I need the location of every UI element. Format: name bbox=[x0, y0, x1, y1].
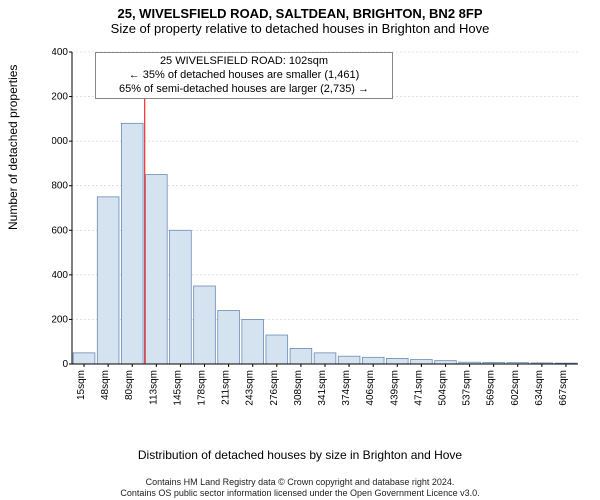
svg-text:243sqm: 243sqm bbox=[245, 370, 256, 406]
svg-text:200: 200 bbox=[52, 314, 68, 325]
svg-text:406sqm: 406sqm bbox=[365, 370, 376, 406]
property-info-box: 25 WIVELSFIELD ROAD: 102sqm ← 35% of det… bbox=[95, 52, 393, 99]
svg-text:211sqm: 211sqm bbox=[221, 370, 232, 405]
svg-text:1200: 1200 bbox=[52, 92, 68, 103]
x-axis-label: Distribution of detached houses by size … bbox=[0, 448, 600, 462]
svg-text:800: 800 bbox=[52, 181, 68, 192]
svg-text:471sqm: 471sqm bbox=[413, 370, 424, 406]
svg-text:15sqm: 15sqm bbox=[76, 370, 87, 400]
svg-text:80sqm: 80sqm bbox=[124, 370, 135, 400]
chart-title-main: 25, WIVELSFIELD ROAD, SALTDEAN, BRIGHTON… bbox=[0, 0, 600, 21]
svg-text:634sqm: 634sqm bbox=[534, 370, 545, 406]
svg-text:537sqm: 537sqm bbox=[462, 370, 473, 406]
svg-text:439sqm: 439sqm bbox=[389, 370, 400, 406]
footer-attribution: Contains HM Land Registry data © Crown c… bbox=[0, 477, 600, 498]
svg-text:276sqm: 276sqm bbox=[269, 370, 280, 406]
svg-text:602sqm: 602sqm bbox=[510, 370, 521, 406]
svg-text:600: 600 bbox=[52, 225, 68, 236]
info-line-2: ← 35% of detached houses are smaller (1,… bbox=[102, 69, 386, 83]
svg-text:1400: 1400 bbox=[52, 48, 68, 58]
svg-text:504sqm: 504sqm bbox=[437, 370, 448, 406]
histogram-svg: 0 200 400 600 800 1000 1200 1400 15sqm 48sqm 80sqm… bbox=[52, 48, 584, 418]
footer-line-2: Contains OS public sector information li… bbox=[0, 488, 600, 498]
chart-title-sub: Size of property relative to detached ho… bbox=[0, 21, 600, 40]
svg-text:1000: 1000 bbox=[52, 136, 68, 147]
svg-text:341sqm: 341sqm bbox=[317, 370, 328, 406]
footer-line-1: Contains HM Land Registry data © Crown c… bbox=[0, 477, 600, 487]
info-line-3: 65% of semi-detached houses are larger (… bbox=[102, 83, 386, 97]
svg-text:113sqm: 113sqm bbox=[148, 370, 159, 405]
svg-text:48sqm: 48sqm bbox=[100, 370, 111, 400]
svg-text:374sqm: 374sqm bbox=[341, 370, 352, 406]
svg-text:569sqm: 569sqm bbox=[486, 370, 497, 406]
svg-text:308sqm: 308sqm bbox=[293, 370, 304, 406]
svg-text:0: 0 bbox=[62, 359, 68, 370]
svg-text:145sqm: 145sqm bbox=[172, 370, 183, 406]
info-line-1: 25 WIVELSFIELD ROAD: 102sqm bbox=[102, 55, 386, 69]
svg-text:400: 400 bbox=[52, 270, 68, 281]
chart-plot-area: 0 200 400 600 800 1000 1200 1400 15sqm 48sqm 80sqm… bbox=[52, 48, 584, 418]
svg-text:667sqm: 667sqm bbox=[558, 370, 569, 406]
y-axis-label: Number of detached properties bbox=[6, 65, 20, 230]
svg-text:178sqm: 178sqm bbox=[197, 370, 208, 406]
